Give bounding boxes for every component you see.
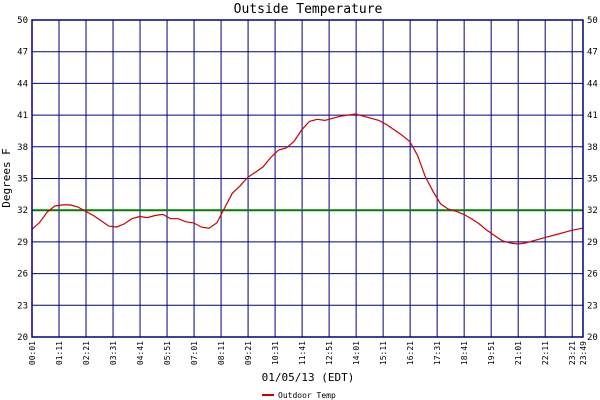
x-tick-0: 00:01 bbox=[28, 341, 37, 365]
y-axis-right: 20 23 26 29 32 35 38 41 44 47 50 bbox=[587, 16, 598, 343]
x-tick-2: 02:21 bbox=[82, 341, 91, 365]
y-tick-right-2: 26 bbox=[587, 270, 598, 280]
x-tick-14: 16:21 bbox=[406, 341, 415, 365]
y-tick-right-10: 50 bbox=[587, 16, 598, 26]
y-tick-right-6: 38 bbox=[587, 143, 598, 153]
x-tick-19: 22:11 bbox=[541, 341, 550, 365]
y-tick-right-4: 32 bbox=[587, 206, 598, 216]
y-tick-right-3: 29 bbox=[587, 238, 598, 248]
chart-title: Outside Temperature bbox=[234, 2, 383, 17]
x-tick-5: 05:51 bbox=[163, 341, 172, 365]
y-tick-left-4: 32 bbox=[17, 206, 28, 216]
x-axis-label: 01/05/13 (EDT) bbox=[262, 371, 355, 384]
x-tick-6: 07:01 bbox=[190, 341, 199, 365]
x-tick-9: 10:31 bbox=[271, 341, 280, 365]
y-tick-left-8: 44 bbox=[17, 79, 28, 89]
x-tick-4: 04:41 bbox=[136, 341, 145, 365]
x-tick-21: 23:49 bbox=[579, 341, 588, 365]
x-tick-8: 09:21 bbox=[244, 341, 253, 365]
x-tick-1: 01:11 bbox=[55, 341, 64, 365]
x-tick-12: 14:01 bbox=[352, 341, 361, 365]
y-tick-left-0: 20 bbox=[17, 333, 28, 343]
y-tick-left-6: 38 bbox=[17, 143, 28, 153]
y-tick-right-5: 35 bbox=[587, 175, 598, 185]
x-tick-15: 17:31 bbox=[433, 341, 442, 365]
y-tick-left-1: 23 bbox=[17, 301, 28, 311]
y-tick-left-3: 29 bbox=[17, 238, 28, 248]
x-tick-13: 15:11 bbox=[379, 341, 388, 365]
y-axis-left: 20 23 26 29 32 35 38 41 44 47 50 bbox=[17, 16, 28, 343]
x-tick-10: 11:41 bbox=[298, 341, 307, 365]
x-tick-11: 12:51 bbox=[325, 341, 334, 365]
x-axis: 00:01 01:11 02:21 03:31 04:41 05:51 07:01 08:11… bbox=[28, 341, 588, 365]
legend-label-outdoor-temp: Outdoor Temp bbox=[278, 391, 336, 400]
y-tick-left-7: 41 bbox=[17, 111, 28, 121]
x-tick-16: 18:41 bbox=[460, 341, 469, 365]
y-tick-left-10: 50 bbox=[17, 16, 28, 26]
y-tick-right-1: 23 bbox=[587, 301, 598, 311]
x-tick-18: 21:01 bbox=[514, 341, 523, 365]
y-tick-right-0: 20 bbox=[587, 333, 598, 343]
y-tick-right-8: 44 bbox=[587, 79, 598, 89]
series-line-outdoor-temp bbox=[31, 113, 584, 245]
x-tick-7: 08:11 bbox=[217, 341, 226, 365]
y-tick-left-2: 26 bbox=[17, 270, 28, 280]
legend: Outdoor Temp bbox=[262, 391, 336, 400]
y-tick-right-9: 47 bbox=[587, 48, 598, 58]
y-tick-left-9: 47 bbox=[17, 48, 28, 58]
x-tick-17: 19:51 bbox=[487, 341, 496, 365]
plot-border bbox=[31, 19, 584, 338]
x-tick-3: 03:31 bbox=[109, 341, 118, 365]
x-tick-20: 23:21 bbox=[568, 341, 577, 365]
plot-area bbox=[31, 19, 584, 338]
y-axis-label: Degrees F bbox=[0, 148, 13, 208]
y-tick-right-7: 41 bbox=[587, 111, 598, 121]
y-tick-left-5: 35 bbox=[17, 175, 28, 185]
